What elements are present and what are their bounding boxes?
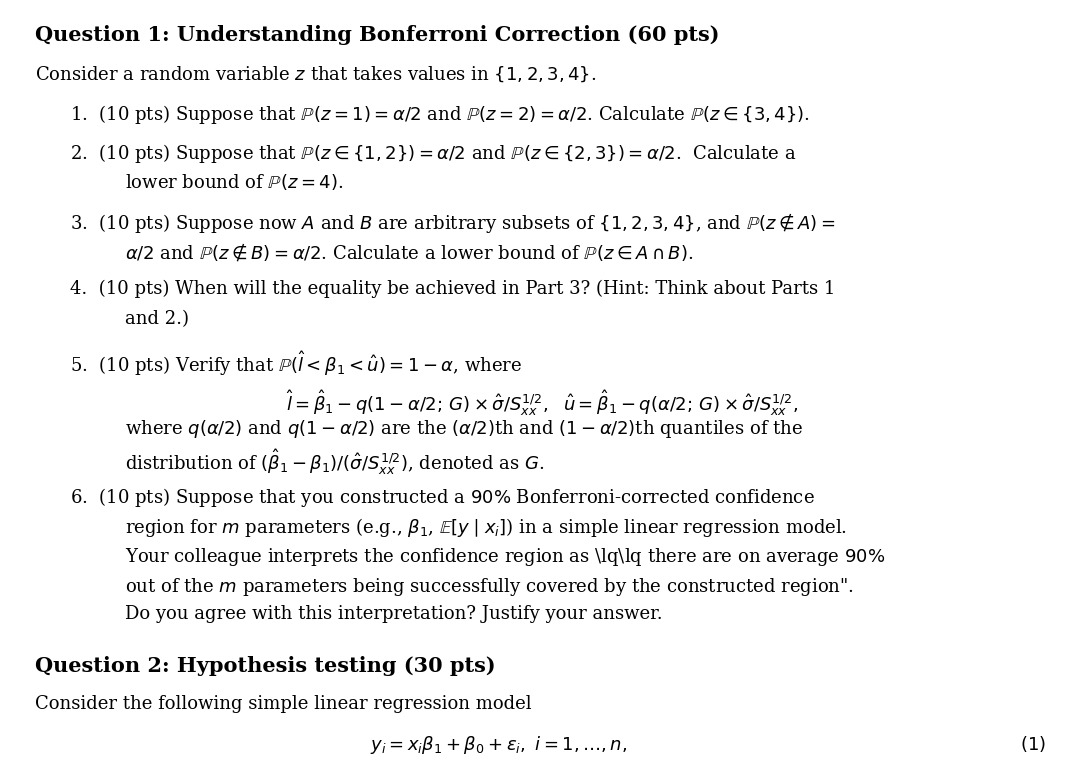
Text: Do you agree with this interpretation? Justify your answer.: Do you agree with this interpretation? J… [125,605,662,623]
Text: distribution of $(\hat{\beta}_1 - \beta_1)/(\hat{\sigma}/S_{xx}^{1/2})$, denoted: distribution of $(\hat{\beta}_1 - \beta_… [125,447,544,477]
Text: region for $m$ parameters (e.g., $\beta_1$, $\mathbb{E}[y \mid x_i]$) in a simpl: region for $m$ parameters (e.g., $\beta_… [125,516,847,539]
Text: 2.  (10 pts) Suppose that $\mathbb{P}(z \in \{1,2\}) = \alpha/2$ and $\mathbb{P}: 2. (10 pts) Suppose that $\mathbb{P}(z \… [70,142,797,165]
Text: 3.  (10 pts) Suppose now $A$ and $B$ are arbitrary subsets of $\{1, 2, 3, 4\}$, : 3. (10 pts) Suppose now $A$ and $B$ are … [70,211,836,235]
Text: lower bound of $\mathbb{P}(z = 4)$.: lower bound of $\mathbb{P}(z = 4)$. [125,172,344,192]
Text: Consider the following simple linear regression model: Consider the following simple linear reg… [35,695,531,713]
Text: $y_i = x_i\beta_1 + \beta_0 + \epsilon_i,\ i = 1, \ldots, n,$: $y_i = x_i\beta_1 + \beta_0 + \epsilon_i… [370,734,628,756]
Text: 5.  (10 pts) Verify that $\mathbb{P}(\hat{l} < \beta_1 < \hat{u}) = 1 - \alpha$,: 5. (10 pts) Verify that $\mathbb{P}(\hat… [70,349,522,378]
Text: $\hat{l} = \hat{\beta}_1 - q(1 - \alpha/2;\, G) \times \hat{\sigma}/S_{xx}^{1/2}: $\hat{l} = \hat{\beta}_1 - q(1 - \alpha/… [286,388,798,418]
Text: Your colleague interprets the confidence region as \lq\lq there are on average $: Your colleague interprets the confidence… [125,546,885,568]
Text: out of the $m$ parameters being successfully covered by the constructed region".: out of the $m$ parameters being successf… [125,576,853,597]
Text: 6.  (10 pts) Suppose that you constructed a $90\%$ Bonferroni-corrected confiden: 6. (10 pts) Suppose that you constructed… [70,486,815,509]
Text: $\alpha/2$ and $\mathbb{P}(z \notin B) = \alpha/2$. Calculate a lower bound of $: $\alpha/2$ and $\mathbb{P}(z \notin B) =… [125,241,693,263]
Text: and 2.): and 2.) [125,310,189,328]
Text: Question 2: Hypothesis testing (30 pts): Question 2: Hypothesis testing (30 pts) [35,656,495,676]
Text: $(1)$: $(1)$ [1020,734,1046,755]
Text: Question 1: Understanding Bonferroni Correction (60 pts): Question 1: Understanding Bonferroni Cor… [35,25,719,45]
Text: Consider a random variable $z$ that takes values in $\{1, 2, 3, 4\}$.: Consider a random variable $z$ that take… [35,64,596,84]
Text: 1.  (10 pts) Suppose that $\mathbb{P}(z = 1) = \alpha/2$ and $\mathbb{P}(z = 2) : 1. (10 pts) Suppose that $\mathbb{P}(z =… [70,103,811,126]
Text: where $q(\alpha/2)$ and $q(1 - \alpha/2)$ are the $(\alpha/2)$th and $(1-\alpha/: where $q(\alpha/2)$ and $q(1 - \alpha/2)… [125,418,802,439]
Text: 4.  (10 pts) When will the equality be achieved in Part 3? (Hint: Think about Pa: 4. (10 pts) When will the equality be ac… [70,280,836,298]
